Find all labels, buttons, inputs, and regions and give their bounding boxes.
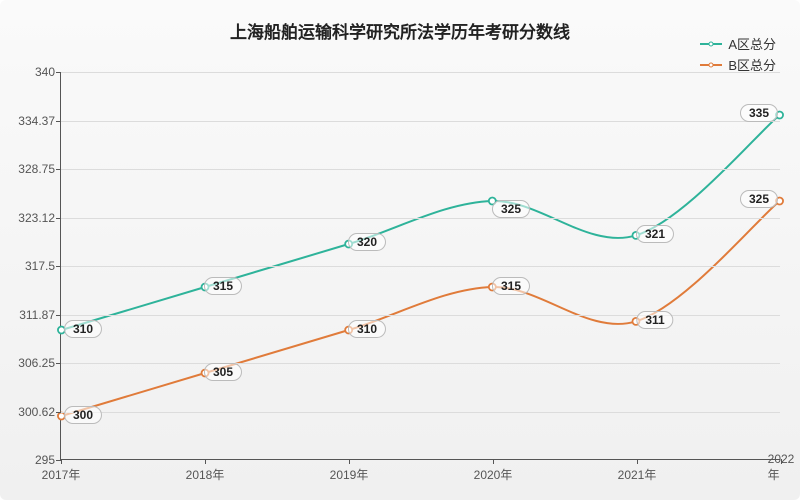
y-tick-label: 323.12 xyxy=(7,211,55,225)
gridline xyxy=(61,363,780,364)
y-tick-label: 311.87 xyxy=(7,308,55,322)
x-tick-label: 2022年 xyxy=(768,452,795,483)
gridline xyxy=(61,218,780,219)
x-tick-label: 2021年 xyxy=(618,466,657,483)
gridline xyxy=(61,169,780,170)
legend-swatch-a xyxy=(700,43,722,45)
gridline xyxy=(61,121,780,122)
gridline xyxy=(61,72,780,73)
data-label: 320 xyxy=(348,233,386,251)
y-tick-label: 317.5 xyxy=(7,259,55,273)
y-tick-label: 295 xyxy=(7,453,55,467)
y-tick-label: 334.37 xyxy=(7,114,55,128)
data-label: 310 xyxy=(348,320,386,338)
data-label: 315 xyxy=(492,277,530,295)
series-line xyxy=(61,115,779,330)
y-tick-label: 306.25 xyxy=(7,356,55,370)
data-label: 325 xyxy=(492,200,530,218)
x-tick-label: 2019年 xyxy=(330,466,369,483)
chart-title: 上海船舶运输科学研究所法学历年考研分数线 xyxy=(230,18,570,43)
plot-area: 295300.62306.25311.87317.5323.12328.7533… xyxy=(60,72,780,460)
data-label: 310 xyxy=(64,320,102,338)
y-tick-label: 340 xyxy=(7,65,55,79)
x-tick-label: 2018年 xyxy=(186,466,225,483)
legend: A区总分 B区总分 xyxy=(700,34,776,76)
gridline xyxy=(61,412,780,413)
gridline xyxy=(61,266,780,267)
y-tick-label: 328.75 xyxy=(7,162,55,176)
data-label: 335 xyxy=(740,104,778,122)
legend-label-a: A区总分 xyxy=(728,34,776,53)
data-label: 300 xyxy=(64,406,102,424)
data-label: 315 xyxy=(204,277,242,295)
data-label: 311 xyxy=(636,311,673,329)
data-label: 325 xyxy=(740,190,778,208)
data-label: 305 xyxy=(204,363,242,381)
x-tick-label: 2017年 xyxy=(42,466,81,483)
legend-swatch-b xyxy=(700,64,722,66)
y-tick-label: 300.62 xyxy=(7,405,55,419)
data-label: 321 xyxy=(636,225,674,243)
legend-item-a: A区总分 xyxy=(700,34,776,53)
chart-container: 上海船舶运输科学研究所法学历年考研分数线 A区总分 B区总分 295300.62… xyxy=(0,0,800,500)
x-tick-label: 2020年 xyxy=(474,466,513,483)
